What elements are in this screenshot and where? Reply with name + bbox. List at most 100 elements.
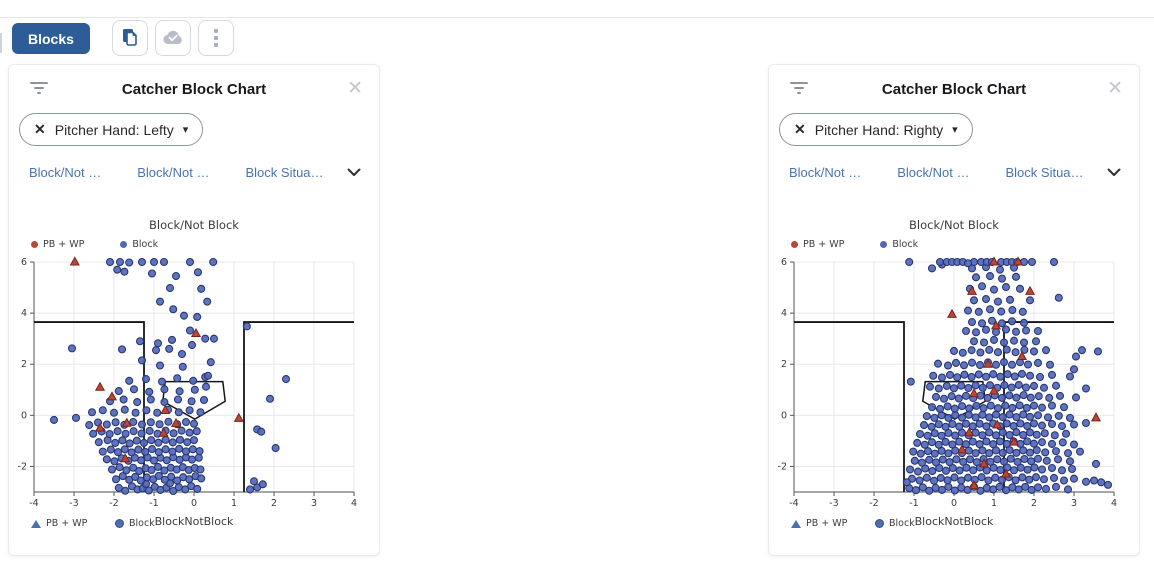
svg-text:-2: -2 bbox=[778, 461, 787, 472]
panel-title: Catcher Block Chart bbox=[881, 81, 1027, 98]
chart-legend-top: PB + WP Block bbox=[769, 239, 1139, 250]
red-dot-icon bbox=[791, 241, 798, 248]
legend-label: Block bbox=[889, 518, 915, 529]
legend-label: PB + WP bbox=[43, 239, 85, 250]
cloud-sync-button[interactable] bbox=[155, 20, 191, 56]
svg-text:-3: -3 bbox=[69, 498, 78, 509]
x-axis-label: BlockNotBlock bbox=[154, 515, 234, 528]
legend-item-pbwp: PB + WP bbox=[791, 239, 844, 250]
tabs-expand-chevron-icon[interactable] bbox=[1105, 163, 1123, 182]
panel-lefty: Catcher Block Chart ✕ ✕ Pitcher Hand: Le… bbox=[8, 64, 380, 556]
chip-remove-icon[interactable]: ✕ bbox=[794, 121, 806, 137]
svg-text:2: 2 bbox=[271, 498, 277, 509]
tab-blocks[interactable]: Blocks bbox=[12, 23, 90, 54]
svg-text:1: 1 bbox=[231, 498, 237, 509]
circle-marker-icon bbox=[875, 519, 884, 528]
legend-label: Block bbox=[892, 239, 919, 250]
svg-text:-3: -3 bbox=[829, 498, 838, 509]
legend-item-pbwp: PB + WP bbox=[31, 239, 84, 250]
copy-pages-icon bbox=[120, 27, 140, 50]
more-options-button[interactable] bbox=[198, 20, 234, 56]
legend-item-block: Block bbox=[120, 239, 158, 250]
svg-text:0: 0 bbox=[781, 410, 787, 421]
triangle-marker-icon bbox=[31, 519, 41, 528]
chart-legend-top: PB + WP Block bbox=[9, 239, 379, 250]
svg-text:2: 2 bbox=[1031, 498, 1037, 509]
svg-text:2: 2 bbox=[21, 359, 27, 370]
panel-title: Catcher Block Chart bbox=[121, 81, 267, 98]
svg-text:-1: -1 bbox=[149, 498, 158, 509]
pitcher-hand-chip[interactable]: ✕ Pitcher Hand: Righty ▾ bbox=[779, 113, 973, 146]
chevron-down-icon[interactable]: ▾ bbox=[182, 124, 189, 136]
chart-title: Block/Not Block bbox=[909, 218, 999, 232]
legend-item-block: Block bbox=[880, 239, 918, 250]
svg-text:-4: -4 bbox=[789, 498, 798, 509]
svg-text:2: 2 bbox=[781, 359, 787, 370]
filter-funnel-icon[interactable] bbox=[29, 81, 49, 97]
svg-text:6: 6 bbox=[21, 257, 27, 268]
blue-dot-icon bbox=[120, 241, 128, 248]
tab-block-not-2[interactable]: Block/Not … bbox=[137, 165, 210, 180]
legend-bottom-block: Block bbox=[115, 518, 155, 529]
panel-header: Catcher Block Chart ✕ bbox=[769, 65, 1139, 103]
svg-text:4: 4 bbox=[1111, 498, 1117, 509]
close-icon[interactable]: ✕ bbox=[1103, 75, 1127, 102]
svg-text:0: 0 bbox=[191, 498, 197, 509]
filter-chip-row: ✕ Pitcher Hand: Lefty ▾ bbox=[9, 103, 379, 146]
legend-label: PB + WP bbox=[46, 518, 88, 529]
legend-label: PB + WP bbox=[806, 518, 848, 529]
panel-righty: Catcher Block Chart ✕ ✕ Pitcher Hand: Ri… bbox=[768, 64, 1140, 556]
tab-block-not-1[interactable]: Block/Not … bbox=[29, 165, 102, 180]
filter-funnel-icon[interactable] bbox=[789, 81, 809, 97]
tab-bar-divider bbox=[0, 17, 1154, 18]
svg-text:-2: -2 bbox=[18, 461, 27, 472]
svg-text:4: 4 bbox=[781, 308, 787, 319]
cloud-check-icon bbox=[162, 29, 184, 48]
chip-remove-icon[interactable]: ✕ bbox=[34, 121, 46, 137]
kebab-menu-icon bbox=[214, 29, 218, 47]
legend-bottom-pbwp: PB + WP bbox=[31, 518, 87, 529]
pitcher-hand-chip[interactable]: ✕ Pitcher Hand: Lefty ▾ bbox=[19, 113, 204, 146]
svg-text:3: 3 bbox=[311, 498, 317, 509]
tab-block-not-2[interactable]: Block/Not … bbox=[897, 165, 970, 180]
legend-bottom-pbwp: PB + WP bbox=[791, 518, 847, 529]
svg-text:3: 3 bbox=[1071, 498, 1077, 509]
svg-text:0: 0 bbox=[21, 410, 27, 421]
chart-bottom-row: PB + WP Block BlockNotBlock bbox=[769, 514, 1139, 534]
svg-text:1: 1 bbox=[991, 498, 997, 509]
chip-label: Pitcher Hand: Righty bbox=[814, 121, 944, 138]
svg-text:4: 4 bbox=[21, 308, 27, 319]
chart-bottom-row: PB + WP Block BlockNotBlock bbox=[9, 514, 379, 534]
chart-tabs: Block/Not … Block/Not … Block Situa… bbox=[9, 146, 379, 180]
chart-tabs: Block/Not … Block/Not … Block Situa… bbox=[769, 146, 1139, 180]
legend-label: Block bbox=[129, 518, 155, 529]
tab-block-situation[interactable]: Block Situa… bbox=[1005, 165, 1084, 180]
svg-text:-2: -2 bbox=[109, 498, 118, 509]
legend-label: Block bbox=[132, 239, 159, 250]
blue-dot-icon bbox=[880, 241, 888, 248]
tab-block-situation[interactable]: Block Situa… bbox=[245, 165, 324, 180]
chart-title: Block/Not Block bbox=[149, 218, 239, 232]
filter-chip-row: ✕ Pitcher Hand: Righty ▾ bbox=[769, 103, 1139, 146]
tabs-expand-chevron-icon[interactable] bbox=[345, 163, 363, 182]
circle-marker-icon bbox=[115, 519, 124, 528]
legend-label: PB + WP bbox=[803, 239, 845, 250]
scatter-plot: -2 0 2 4 6 -4 -3 -2 -1 0 1 2 3 4 bbox=[778, 256, 1117, 509]
svg-text:6: 6 bbox=[781, 257, 787, 268]
svg-text:0: 0 bbox=[951, 498, 957, 509]
red-dot-icon bbox=[31, 241, 38, 248]
chip-label: Pitcher Hand: Lefty bbox=[54, 121, 174, 138]
toolbar bbox=[112, 20, 234, 56]
triangle-marker-icon bbox=[791, 519, 801, 528]
clipped-left-element bbox=[0, 33, 2, 53]
legend-bottom-block: Block bbox=[875, 518, 915, 529]
close-icon[interactable]: ✕ bbox=[343, 75, 367, 102]
chevron-down-icon[interactable]: ▾ bbox=[952, 124, 958, 136]
x-axis-label: BlockNotBlock bbox=[914, 515, 994, 528]
tab-block-not-1[interactable]: Block/Not … bbox=[789, 165, 862, 180]
svg-text:4: 4 bbox=[351, 498, 357, 509]
copy-layout-button[interactable] bbox=[112, 20, 148, 56]
svg-text:-2: -2 bbox=[869, 498, 878, 509]
svg-text:-1: -1 bbox=[909, 498, 918, 509]
